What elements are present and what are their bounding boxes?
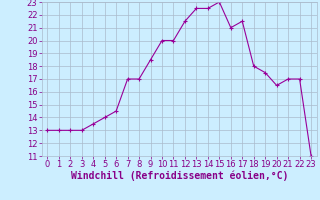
X-axis label: Windchill (Refroidissement éolien,°C): Windchill (Refroidissement éolien,°C) [70, 171, 288, 181]
